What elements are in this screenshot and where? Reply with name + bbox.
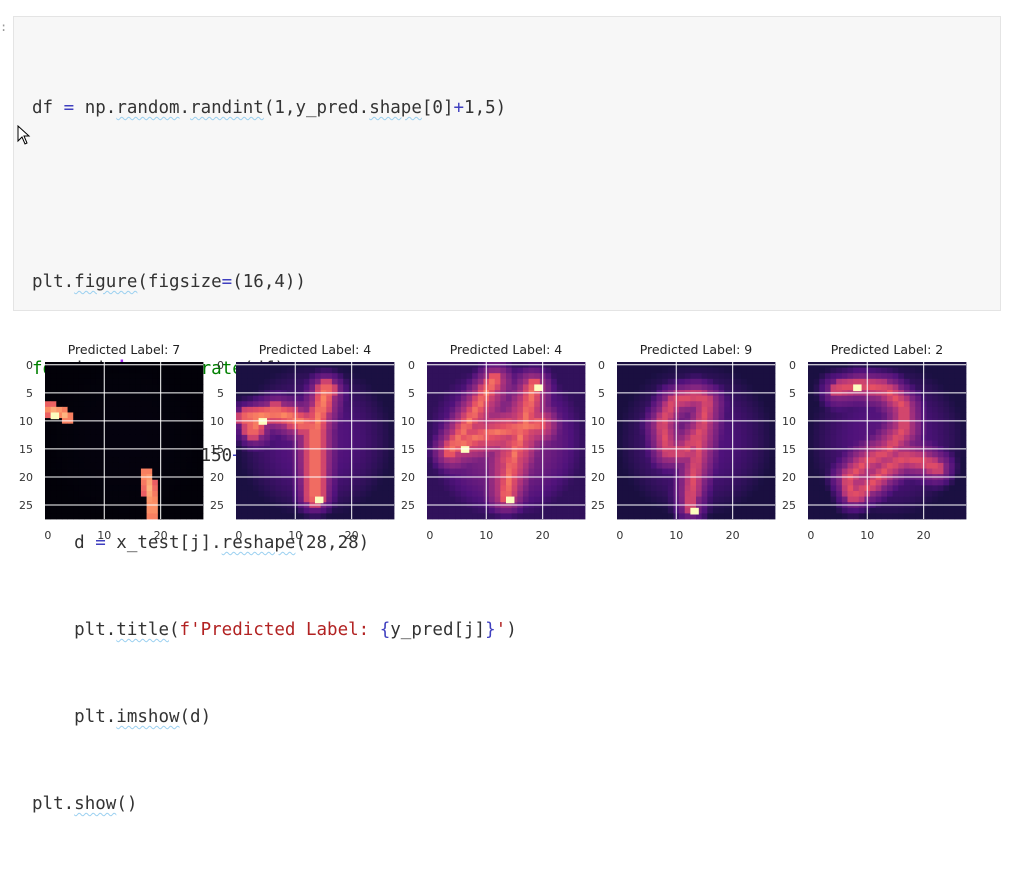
y-tick-label: 0: [789, 359, 796, 372]
y-tick-label: 15: [782, 443, 796, 456]
x-tick-label: 0: [616, 529, 623, 542]
digit-image-plot: 0 5 10 15 20 25 0 10 20: [591, 359, 776, 542]
subplot-panel-3: Predicted Label: 4 0 5 10 15 20 25 0 10 20: [382, 330, 592, 560]
digit-image-plot: 0 5 10 15 20 25 0 10 20: [401, 359, 586, 542]
code-line-9: plt.show(): [32, 794, 138, 814]
digit-image-plot: 0 5 10 15 20 25 0 10 20: [210, 359, 395, 542]
code-line-7: plt.title(f'Predicted Label: {y_pred[j]}…: [32, 620, 517, 640]
y-tick-label: 25: [19, 499, 33, 512]
x-tick-label: 20: [536, 529, 550, 542]
code-line-6: d = x_test[j].reshape(28,28): [32, 533, 370, 553]
y-tick-label: 10: [782, 415, 796, 428]
code-line-8: plt.imshow(d): [32, 707, 212, 727]
y-tick-label: 15: [591, 443, 605, 456]
subplot-panel-1: Predicted Label: 7 0 5 10 15 20 25 0 10 20: [0, 330, 210, 560]
y-tick-label: 25: [591, 499, 605, 512]
x-tick-label: 0: [426, 529, 433, 542]
x-tick-label: 10: [479, 529, 493, 542]
y-tick-label: 10: [19, 415, 33, 428]
cell-output: Predicted Label: 7 0 5 10 15 20 25 0 10 20 Predict…: [0, 330, 1025, 560]
x-tick-label: 0: [235, 529, 242, 542]
y-tick-label: 20: [591, 471, 605, 484]
subplot-title: Predicted Label: 4: [449, 342, 563, 357]
y-tick-label: 5: [26, 387, 33, 400]
subplot-title: Predicted Label: 9: [639, 342, 753, 357]
y-tick-label: 25: [210, 499, 224, 512]
subplot-title: Predicted Label: 4: [258, 342, 372, 357]
y-tick-label: 0: [217, 359, 224, 372]
y-tick-label: 20: [19, 471, 33, 484]
subplot-panel-4: Predicted Label: 9 0 5 10 15 20 25 0 10 20: [572, 330, 782, 560]
y-tick-label: 0: [408, 359, 415, 372]
y-tick-label: 5: [789, 387, 796, 400]
x-tick-label: 0: [44, 529, 51, 542]
code-line-2: [32, 181, 517, 210]
x-tick-label: 20: [154, 529, 168, 542]
y-tick-label: 5: [408, 387, 415, 400]
y-tick-label: 20: [401, 471, 415, 484]
y-tick-label: 10: [591, 415, 605, 428]
y-tick-label: 25: [782, 499, 796, 512]
x-tick-label: 20: [345, 529, 359, 542]
y-tick-label: 25: [401, 499, 415, 512]
y-tick-label: 15: [401, 443, 415, 456]
x-tick-label: 10: [97, 529, 111, 542]
y-tick-label: 15: [19, 443, 33, 456]
code-line-3: plt.figure(figsize=(16,4)): [32, 272, 306, 292]
y-tick-label: 20: [210, 471, 224, 484]
code-cell[interactable]: df = np.random.randint(1,y_pred.shape[0]…: [13, 16, 1001, 814]
x-tick-label: 10: [860, 529, 874, 542]
cell-prompt-marker: :: [0, 20, 8, 34]
x-tick-label: 20: [917, 529, 931, 542]
subplot-title: Predicted Label: 7: [67, 342, 181, 357]
x-tick-label: 20: [726, 529, 740, 542]
y-tick-label: 10: [401, 415, 415, 428]
y-tick-label: 20: [782, 471, 796, 484]
x-tick-label: 10: [669, 529, 683, 542]
y-tick-label: 5: [598, 387, 605, 400]
digit-image-plot: 0 5 10 15 20 25 0 10 20: [19, 359, 204, 542]
mouse-cursor-icon: [17, 125, 31, 145]
y-tick-label: 0: [598, 359, 605, 372]
code-line-1: df = np.random.randint(1,y_pred.shape[0]…: [32, 98, 507, 118]
y-tick-label: 10: [210, 415, 224, 428]
subplot-panel-5: Predicted Label: 2 0 5 10 15 20 25 0 10 20: [763, 330, 973, 560]
y-tick-label: 15: [210, 443, 224, 456]
digit-image-plot: 0 5 10 15 20 25 0 10 20: [782, 359, 967, 542]
x-tick-label: 10: [288, 529, 302, 542]
y-tick-label: 5: [217, 387, 224, 400]
subplot-title: Predicted Label: 2: [830, 342, 944, 357]
subplot-panel-2: Predicted Label: 4 0 5 10 15 20 25 0 10 20: [191, 330, 401, 560]
y-tick-label: 0: [26, 359, 33, 372]
x-tick-label: 0: [807, 529, 814, 542]
